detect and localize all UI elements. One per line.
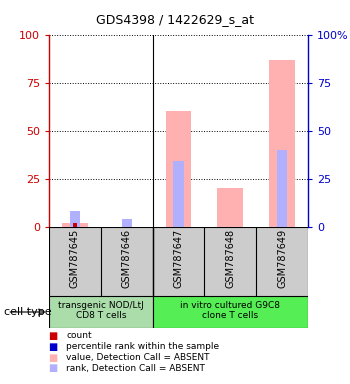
Text: GSM787649: GSM787649 [277, 228, 287, 288]
Bar [217, 188, 243, 227]
Text: ■: ■ [48, 342, 57, 352]
Bar [62, 223, 88, 227]
Text: GSM787646: GSM787646 [122, 228, 132, 288]
Text: percentile rank within the sample: percentile rank within the sample [66, 342, 220, 351]
Text: rank, Detection Call = ABSENT: rank, Detection Call = ABSENT [66, 364, 205, 373]
Bar [70, 211, 80, 227]
Text: ■: ■ [48, 353, 57, 362]
Text: GSM787648: GSM787648 [225, 228, 235, 288]
Bar [49, 296, 153, 328]
Text: value, Detection Call = ABSENT: value, Detection Call = ABSENT [66, 353, 210, 362]
Text: in vitro cultured G9C8
clone T cells: in vitro cultured G9C8 clone T cells [180, 301, 280, 320]
Text: ■: ■ [48, 363, 57, 373]
Bar [277, 150, 287, 227]
Text: GDS4398 / 1422629_s_at: GDS4398 / 1422629_s_at [96, 13, 254, 26]
Text: ■: ■ [48, 331, 57, 341]
Bar [173, 161, 184, 227]
Bar [121, 219, 132, 227]
Bar [153, 296, 308, 328]
Bar [73, 223, 77, 227]
Text: GSM787647: GSM787647 [174, 228, 183, 288]
Text: GSM787645: GSM787645 [70, 228, 80, 288]
Bar [166, 111, 191, 227]
Text: count: count [66, 331, 92, 341]
Text: transgenic NOD/LtJ
CD8 T cells: transgenic NOD/LtJ CD8 T cells [58, 301, 144, 320]
Text: cell type: cell type [4, 307, 51, 317]
Bar [269, 60, 295, 227]
